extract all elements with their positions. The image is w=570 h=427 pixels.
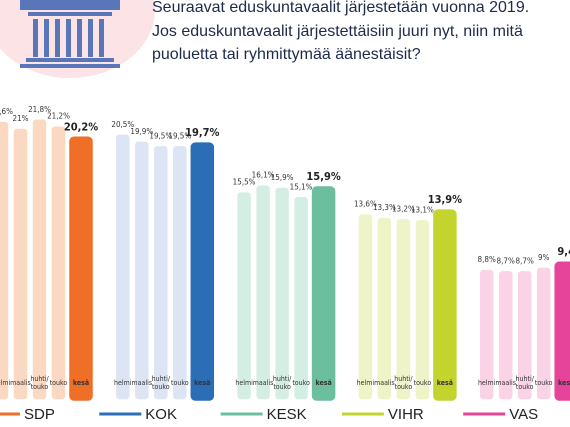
legend-label: KOK (145, 406, 177, 423)
value-label: 20,5% (111, 120, 134, 129)
value-label: 8,8% (478, 255, 496, 264)
month-label: huhti/touko (273, 375, 292, 391)
value-label: 9% (538, 253, 550, 262)
bar (152, 144, 170, 401)
bar (516, 269, 533, 401)
bar (395, 217, 412, 401)
bar (273, 186, 291, 401)
value-label: 15,5% (233, 178, 256, 187)
bar (114, 133, 132, 401)
bar (190, 142, 215, 401)
month-label: maalis (374, 379, 395, 387)
legend-label: VAS (509, 406, 538, 423)
parliament-icon (0, 0, 155, 78)
value-label: 13,6% (354, 200, 377, 209)
bar (50, 124, 67, 401)
month-label: maalis (10, 379, 31, 387)
value-label: 8,7% (497, 256, 515, 265)
month-label: touko (50, 379, 68, 387)
title-line: puoluetta tai ryhmittymää äänestäisit? (152, 46, 421, 63)
legend-label: SDP (24, 406, 55, 423)
value-label: 19,5% (168, 131, 191, 140)
month-label: huhti/touko (394, 375, 413, 391)
value-label: 21% (13, 114, 29, 123)
month-label: helmi (0, 379, 10, 387)
month-label: touko (414, 379, 432, 387)
bar (133, 140, 151, 401)
value-label: 20,2% (64, 120, 98, 133)
bar (292, 195, 310, 401)
month-label: kesä (73, 379, 89, 387)
bar (12, 127, 29, 401)
bar (0, 120, 10, 401)
bar (31, 118, 48, 401)
month-label: maalis (131, 379, 152, 387)
month-label: kesä (437, 379, 453, 387)
value-label: 15,9% (271, 173, 294, 182)
bar (535, 266, 552, 401)
bar (311, 186, 336, 401)
bar (433, 209, 457, 401)
bar (235, 190, 253, 401)
value-label: 13,1% (411, 205, 434, 214)
month-label: huhti/touko (30, 375, 49, 391)
value-label: 8,7% (516, 256, 534, 265)
bar (69, 136, 93, 401)
bar (414, 218, 431, 401)
month-label: helmi (478, 379, 496, 387)
month-label: huhti/touko (152, 375, 171, 391)
value-label: 13,2% (392, 204, 415, 213)
legend-label: VIHR (388, 406, 424, 423)
value-label: 15,1% (290, 182, 313, 191)
month-label: kesä (558, 379, 570, 387)
month-label: touko (535, 379, 553, 387)
bar (254, 183, 272, 401)
month-label: touko (292, 379, 310, 387)
bar (478, 268, 495, 401)
bar (497, 269, 514, 401)
month-label: helmi (357, 379, 375, 387)
value-label: 16,1% (252, 171, 275, 180)
value-label: 13,3% (373, 203, 396, 212)
month-label: maalis (253, 379, 274, 387)
value-label: 15,9% (306, 170, 340, 183)
title-line: Jos eduskuntavaalit järjestettäisiin juu… (152, 23, 523, 40)
value-label: 19,7% (185, 126, 219, 139)
value-label: 21,2% (47, 112, 70, 121)
bar (554, 261, 570, 401)
value-label: 21,6% (0, 107, 13, 116)
month-label: maalis (495, 379, 516, 387)
month-label: helmi (114, 379, 132, 387)
bar (171, 144, 189, 401)
value-label: 13,9% (428, 193, 462, 206)
month-label: helmi (235, 379, 253, 387)
title-line: Seuraavat eduskuntavaalit järjestetään v… (152, 0, 529, 16)
value-label: 21,8% (28, 105, 51, 114)
month-label: kesä (194, 379, 210, 387)
month-label: kesä (315, 379, 331, 387)
value-label: 19,5% (149, 131, 172, 140)
month-label: touko (171, 379, 189, 387)
bar (376, 216, 393, 401)
legend-label: KESK (267, 406, 307, 423)
value-label: 19,9% (130, 127, 153, 136)
bar (357, 212, 374, 401)
value-label: 9,4 (557, 245, 570, 258)
month-label: huhti/touko (516, 375, 535, 391)
